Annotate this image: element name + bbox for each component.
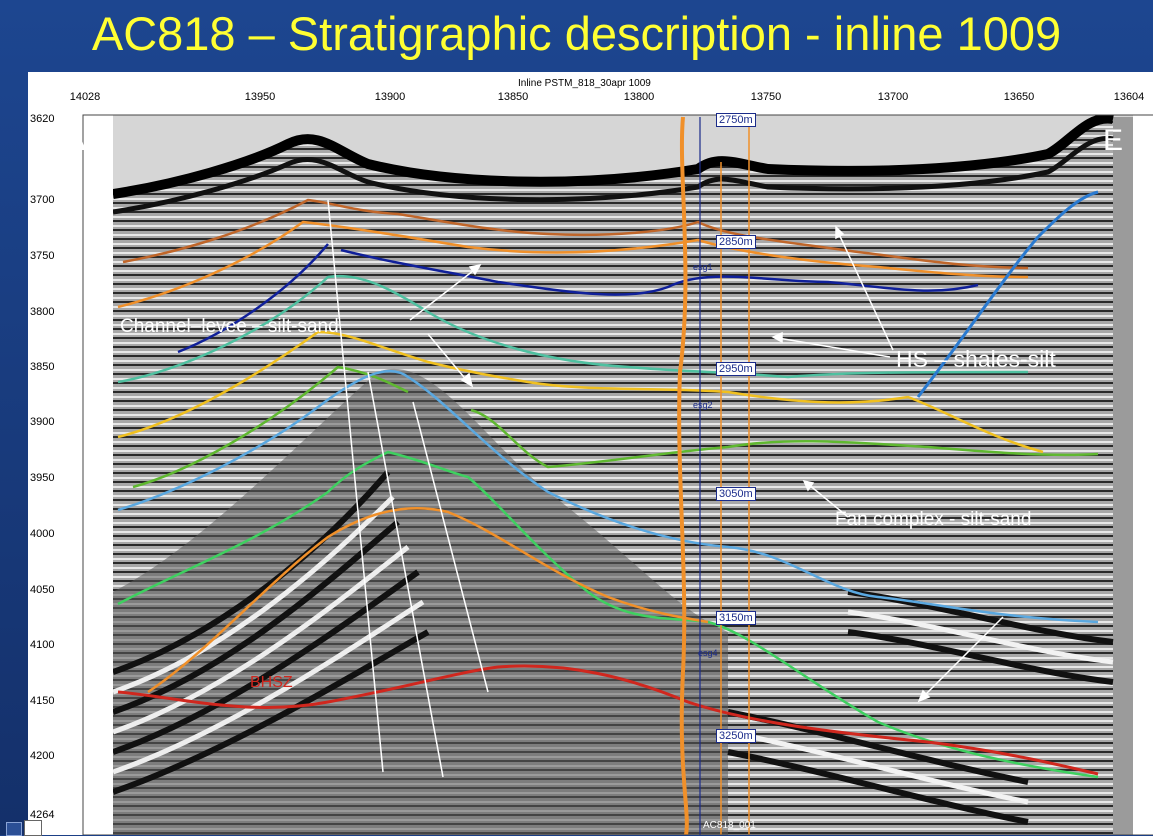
x-tick: 13900 [374,91,406,103]
depth-marker: 3050m [716,487,756,501]
x-tick: 14028 [69,91,101,103]
y-tick: 4150 [30,695,55,707]
fault-white-2 [367,371,444,778]
y-tick: 4000 [30,528,55,540]
formation-top: esg4 [698,648,718,658]
horizon-navy [177,243,979,354]
y-tick: 3700 [30,194,55,206]
horizon-bright-green [117,450,1099,779]
y-tick: 3750 [30,250,55,262]
y-tick: 3950 [30,472,55,484]
x-tick: 13650 [1003,91,1035,103]
y-tick: 4100 [30,639,55,651]
seismic-panel: Inline PSTM_818_30apr 1009 14028 13950 1… [28,72,1153,835]
horizon-brown [122,198,1029,270]
x-tick: 13850 [497,91,529,103]
cursor-arrow-icon [24,820,42,836]
slide-nav-icon[interactable] [6,822,22,836]
annotation-fan-complex: Fan complex - silt-sand [835,509,1032,530]
horizon-orange-lower [147,506,709,694]
y-tick: 3800 [30,306,55,318]
x-tick: 13750 [750,91,782,103]
annotation-hs-shales: HS – shales-silt [896,346,1056,372]
y-tick: 4264 [30,809,55,821]
well-name: AC818_001 [703,820,756,831]
depth-marker: 3150m [716,611,756,625]
x-tick: 13950 [244,91,276,103]
bhsz-line [117,664,1099,776]
seismic-section [82,114,1153,835]
horizon-orange [117,220,1029,309]
fault-white-3 [412,401,489,693]
horizon-teal [117,274,1029,384]
x-tick: 13604 [1113,91,1145,103]
y-tick: 3850 [30,361,55,373]
depth-marker: 3250m [716,729,756,743]
y-tick: 4050 [30,584,55,596]
horizon-lightblue [117,369,1099,624]
annotation-channel-levee: Channel–levee – silt-sand [120,316,339,337]
formation-top: esg1 [693,262,713,272]
formation-top: esg2 [693,400,713,410]
east-label: E [1103,124,1124,157]
west-label: W [76,124,105,157]
slide-title: AC818 – Stratigraphic description - inli… [91,7,1062,60]
fault-white-1 [327,199,384,773]
x-tick: 13800 [623,91,655,103]
horizon-yellow [117,330,1044,454]
depth-marker: 2750m [716,113,756,127]
horizons [117,190,1099,779]
y-tick: 3620 [30,113,55,125]
horizon-green [132,365,1099,489]
annotation-arrows [409,225,1004,703]
axes-frame [82,114,1153,835]
y-tick: 3900 [30,416,55,428]
fault-line-blue [916,190,1099,398]
x-tick: 13700 [877,91,909,103]
depth-marker: 2850m [716,235,756,249]
seismic-reflectors [113,115,1133,835]
y-tick: 4200 [30,750,55,762]
plot-title: Inline PSTM_818_30apr 1009 [518,78,651,89]
annotation-bhsz: BHSZ [250,674,293,691]
depth-marker: 2950m [716,362,756,376]
